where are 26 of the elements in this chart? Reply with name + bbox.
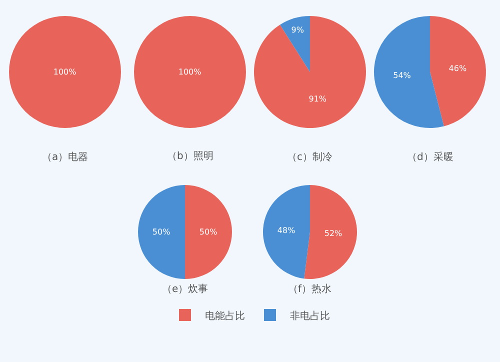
pie-slice	[185, 185, 232, 279]
pie-slice	[138, 185, 185, 279]
data-label: 100%	[53, 68, 77, 76]
pie-slice	[263, 185, 310, 279]
data-label: 100%	[178, 68, 202, 76]
pie-slice	[304, 185, 357, 279]
text: （c）制冷	[287, 151, 332, 163]
data-label: 46%	[448, 64, 467, 73]
text: （e）炊事	[162, 283, 208, 295]
pie-slice	[280, 16, 310, 72]
text: （b）照明	[167, 151, 214, 162]
data-label: 9%	[291, 25, 304, 34]
data-label: 52%	[324, 228, 343, 238]
text: （a）电器	[42, 151, 88, 163]
data-label: 48%	[277, 226, 296, 236]
data-label: 54%	[393, 71, 412, 80]
data-label: 50%	[152, 228, 171, 236]
pie-slice	[374, 16, 444, 128]
legend-label: 电能占比	[205, 310, 245, 322]
pie-slice	[254, 16, 366, 128]
legend-label: 非电占比	[290, 310, 330, 322]
data-label: 91%	[308, 94, 327, 104]
data-label: 50%	[199, 228, 218, 236]
text: （d）采暖	[407, 151, 454, 163]
text: （f）热水	[288, 283, 332, 295]
pie-slice	[430, 16, 486, 126]
